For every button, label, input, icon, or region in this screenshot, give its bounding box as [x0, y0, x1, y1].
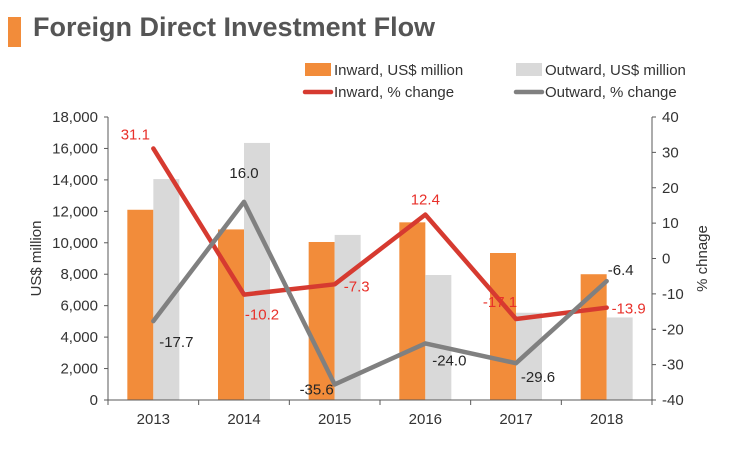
- y-tick-label-right: -20: [662, 321, 684, 338]
- outward-bar-2017: [516, 312, 542, 400]
- x-tick-label: 2017: [499, 411, 532, 428]
- outward-bar-2014: [244, 142, 270, 401]
- legend-inward-line-label: Inward, % change: [334, 84, 454, 101]
- y-tick-label-left: 16,000: [52, 140, 98, 157]
- y-tick-label-left: 12,000: [52, 203, 98, 220]
- y-tick-label-right: 40: [662, 109, 679, 126]
- x-tick-label: 2015: [318, 411, 351, 428]
- inward-change-line: [151, 146, 609, 322]
- chart-title: Foreign Direct Investment Flow: [33, 12, 436, 42]
- inward-change-label-2014: -10.2: [245, 307, 279, 324]
- inward-bar-2016: [399, 222, 426, 400]
- y-tick-label-right: 0: [662, 251, 670, 268]
- inward-change-label-2013: 31.1: [121, 126, 150, 143]
- y-tick-label-right: -30: [662, 357, 684, 374]
- x-tick-label: 2016: [409, 411, 442, 428]
- legend-inward-bar-swatch: [305, 63, 331, 76]
- outward-change-label-2016: -24.0: [432, 352, 466, 369]
- x-tick-label: 2014: [227, 411, 260, 428]
- y-tick-label-right: -10: [662, 286, 684, 303]
- x-tick-label: 2013: [137, 411, 170, 428]
- y-tick-label-left: 6,000: [60, 298, 98, 315]
- outward-change-label-2017: -29.6: [521, 369, 555, 386]
- inward-change-label-2018: -13.9: [612, 301, 646, 318]
- y-tick-label-left: 8,000: [60, 266, 98, 283]
- outward-change-label-2015: -35.6: [300, 381, 334, 398]
- inward-change-label-2016: 12.4: [411, 192, 440, 209]
- outward-bar-2018: [606, 317, 633, 400]
- y-tick-label-right: 10: [662, 215, 679, 232]
- y-tick-label-left: 2,000: [60, 361, 98, 378]
- inward-bar-2013: [127, 209, 154, 400]
- y-tick-label-left: 14,000: [52, 172, 98, 189]
- outward-change-line: [151, 199, 609, 387]
- outward-change-label-2014: 16.0: [229, 165, 258, 182]
- outward-change-label-2018: -6.4: [608, 262, 634, 279]
- y-tick-label-left: 0: [90, 392, 98, 409]
- inward-bar-2017: [490, 252, 516, 400]
- y-tick-label-left: 18,000: [52, 109, 98, 126]
- inward-change-label-2017: -17.1: [483, 294, 517, 311]
- y-axis-title-left: US$ million: [28, 221, 45, 297]
- y-tick-label-left: 4,000: [60, 329, 98, 346]
- legend-inward-bar-label: Inward, US$ million: [334, 62, 463, 79]
- y-axis-title-right: % chnage: [694, 225, 711, 292]
- y-tick-label-right: 30: [662, 144, 679, 161]
- y-tick-label-right: -40: [662, 392, 684, 409]
- legend-outward-line-label: Outward, % change: [545, 84, 677, 101]
- y-tick-label-right: 20: [662, 180, 679, 197]
- x-tick-label: 2018: [590, 411, 623, 428]
- outward-bar-2016: [425, 275, 452, 400]
- title-accent-bar: [8, 17, 21, 47]
- legend-outward-bar-label: Outward, US$ million: [545, 62, 686, 79]
- legend-outward-bar-swatch: [516, 63, 542, 76]
- outward-change-label-2013: -17.7: [159, 334, 193, 351]
- y-tick-label-left: 10,000: [52, 235, 98, 252]
- inward-change-label-2015: -7.3: [344, 278, 370, 295]
